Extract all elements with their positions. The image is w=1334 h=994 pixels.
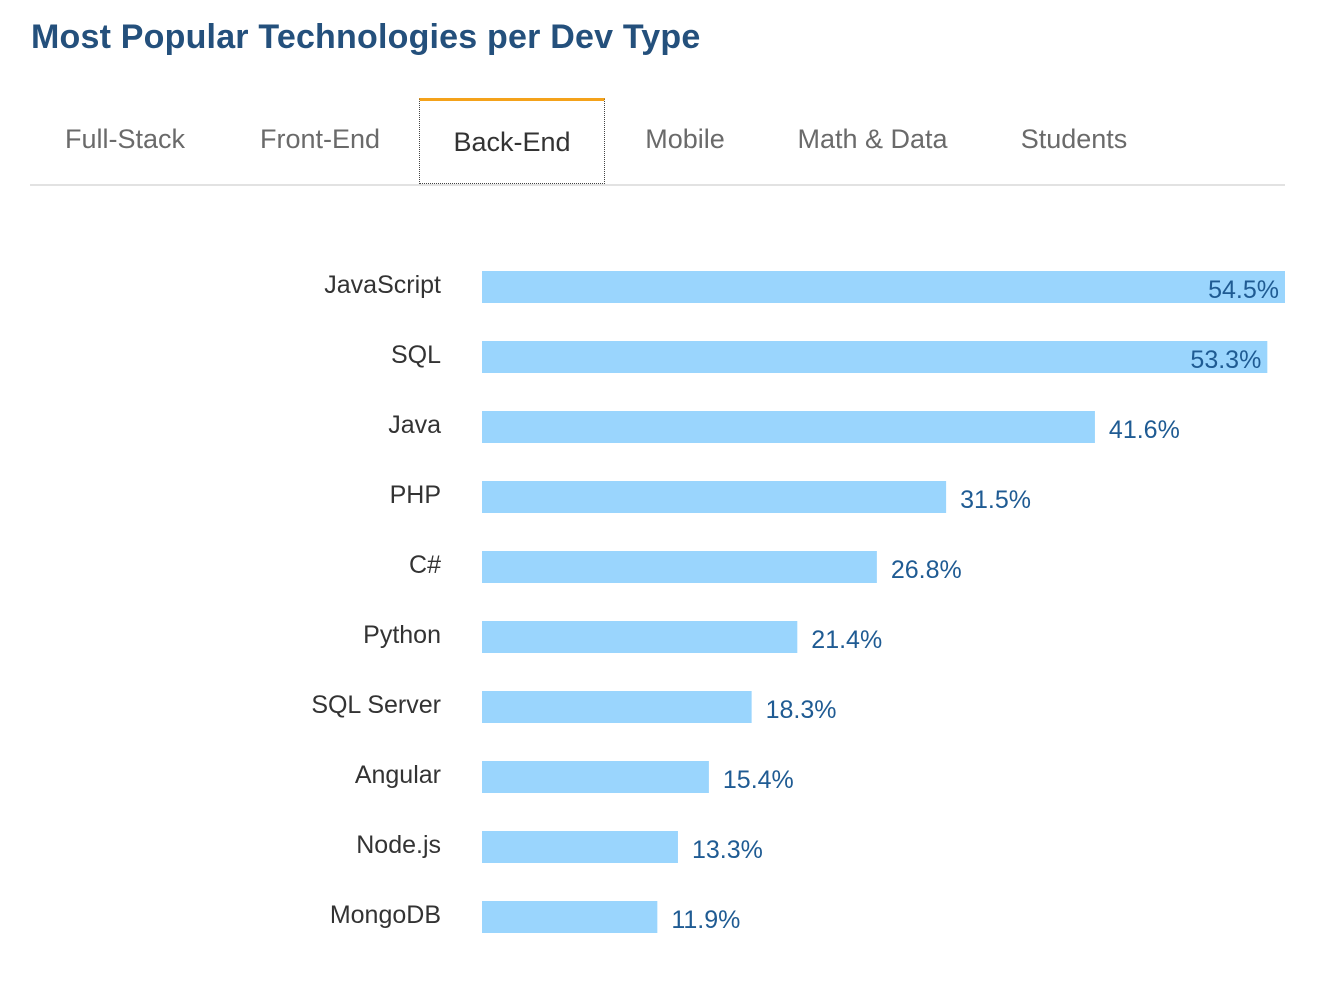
bar — [482, 551, 877, 583]
tab-students[interactable]: Students — [1020, 124, 1128, 154]
value-label: 26.8% — [891, 556, 962, 584]
bar — [482, 901, 658, 933]
value-label: 41.6% — [1109, 416, 1180, 444]
category-label: JavaScript — [324, 271, 441, 299]
tab-back-end[interactable]: Back-End — [419, 98, 605, 184]
category-label: SQL Server — [311, 691, 441, 719]
value-label: 53.3% — [1190, 346, 1261, 374]
tab-math-data[interactable]: Math & Data — [797, 124, 948, 154]
bar — [482, 831, 678, 863]
value-label: 31.5% — [960, 486, 1031, 514]
bar — [482, 691, 752, 723]
category-label: Node.js — [356, 831, 441, 859]
bar — [482, 761, 709, 793]
tab-full-stack[interactable]: Full-Stack — [64, 124, 186, 154]
bar — [482, 341, 1268, 373]
value-label: 18.3% — [766, 696, 837, 724]
category-label: Python — [363, 621, 441, 649]
dev-type-tabs: Full-Stack Front-End Back-End Mobile Mat… — [30, 98, 1285, 186]
bar — [482, 411, 1095, 443]
page-title: Most Popular Technologies per Dev Type — [31, 18, 701, 56]
bar — [482, 481, 947, 513]
category-label: Angular — [355, 761, 441, 789]
category-label: SQL — [391, 341, 441, 369]
value-label: 15.4% — [723, 766, 794, 794]
category-label: C# — [409, 551, 441, 579]
category-label: MongoDB — [330, 901, 441, 929]
value-label: 13.3% — [692, 836, 763, 864]
bar — [482, 621, 798, 653]
value-label: 54.5% — [1208, 276, 1279, 304]
tab-front-end[interactable]: Front-End — [259, 124, 381, 154]
category-label: PHP — [390, 481, 441, 509]
value-label: 21.4% — [811, 626, 882, 654]
category-label: Java — [388, 411, 441, 439]
tab-mobile[interactable]: Mobile — [645, 124, 725, 154]
value-label: 11.9% — [671, 906, 740, 934]
bar — [482, 271, 1285, 303]
